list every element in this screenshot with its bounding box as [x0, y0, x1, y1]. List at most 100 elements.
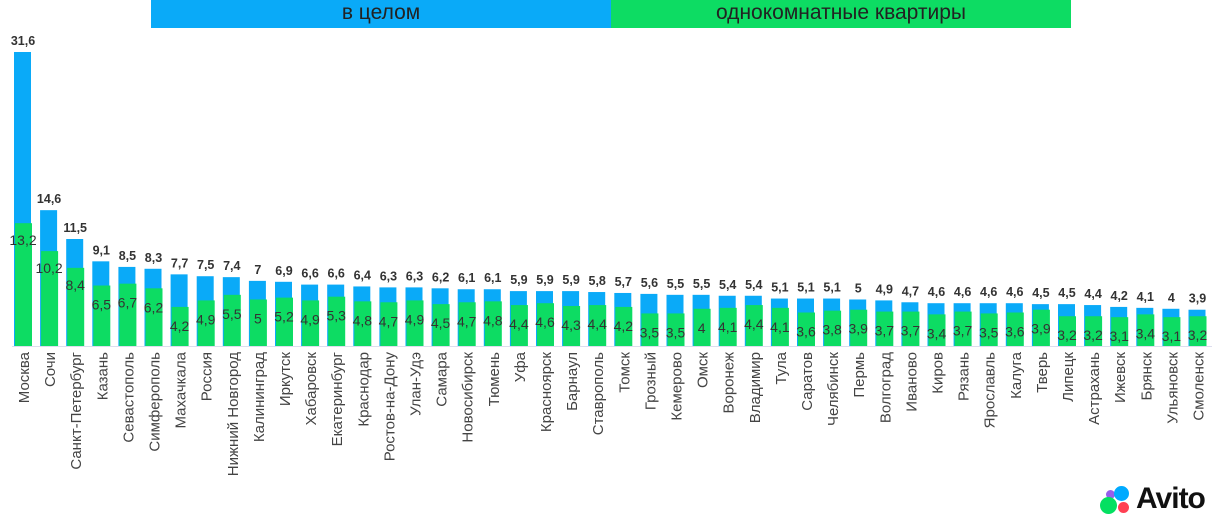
- label-one-room: 3,6: [796, 324, 816, 340]
- label-overall: 4: [1168, 291, 1175, 305]
- category-label: Симферополь: [147, 352, 164, 452]
- label-overall: 8,3: [145, 251, 162, 265]
- category-label: Тула: [773, 351, 790, 384]
- bar-one-room: [1163, 317, 1181, 346]
- label-one-room: 6,5: [92, 297, 112, 313]
- category-label: Нижний Новгород: [225, 352, 242, 476]
- label-overall: 8,5: [119, 249, 136, 263]
- label-overall: 4,5: [1032, 286, 1049, 300]
- category-label: Смоленск: [1191, 352, 1208, 421]
- bar-one-room: [41, 251, 59, 346]
- bar-one-room: [145, 288, 163, 346]
- label-one-room: 3,2: [1083, 327, 1103, 343]
- bar-one-room: [876, 311, 894, 346]
- bar-one-room: [954, 311, 972, 346]
- category-label: Грозный: [642, 352, 659, 410]
- bar-one-room: [693, 308, 711, 346]
- label-one-room: 4,6: [535, 314, 555, 330]
- bar-one-room: [667, 313, 685, 346]
- bar-one-room: [1032, 309, 1050, 346]
- bar-one-room: [406, 300, 424, 346]
- label-one-room: 3,4: [1136, 325, 1156, 341]
- label-overall: 5,5: [667, 277, 684, 291]
- bar-one-room: [119, 283, 137, 346]
- logo-dot-green: [1100, 497, 1117, 514]
- label-overall: 7,7: [171, 256, 188, 270]
- category-label: Москва: [16, 351, 33, 403]
- label-one-room: 5,2: [274, 309, 294, 325]
- category-label: Иркутск: [277, 352, 294, 407]
- category-label: Омск: [695, 352, 712, 388]
- bar-one-room: [328, 296, 346, 346]
- bar-one-room: [824, 310, 842, 346]
- bar-one-room: [615, 306, 633, 346]
- label-overall: 5,9: [536, 273, 553, 287]
- label-one-room: 6,2: [144, 299, 164, 315]
- label-overall: 5,6: [641, 276, 658, 290]
- label-overall: 6,3: [406, 269, 423, 283]
- label-one-room: 4,8: [353, 312, 373, 328]
- bar-one-room: [197, 300, 215, 346]
- label-overall: 7,4: [223, 259, 240, 273]
- label-overall: 5,4: [719, 278, 736, 292]
- avito-logo: Avito: [1100, 482, 1220, 516]
- label-one-room: 4,2: [170, 318, 190, 334]
- bar-one-room: [67, 267, 85, 346]
- label-overall: 6,2: [432, 270, 449, 284]
- legend-one-room: однокомнатные квартиры: [611, 0, 1071, 28]
- label-one-room: 3,7: [901, 323, 921, 339]
- bar-one-room: [380, 302, 398, 346]
- label-one-room: 3,6: [1005, 324, 1025, 340]
- bar-one-room: [1006, 312, 1024, 346]
- logo-text: Avito: [1136, 482, 1206, 515]
- label-overall: 4,6: [980, 285, 997, 299]
- category-label: Санкт-Петербург: [68, 351, 85, 469]
- bar-one-room: [719, 307, 737, 346]
- bar-one-room: [458, 302, 476, 346]
- category-label: Иваново: [903, 352, 920, 412]
- bar-one-room: [93, 285, 111, 346]
- bar-one-room: [223, 294, 241, 346]
- label-overall: 6,9: [275, 264, 292, 278]
- bar-one-room: [302, 300, 320, 346]
- category-label: Улан-Удэ: [408, 352, 425, 416]
- bar-one-room: [850, 309, 868, 346]
- label-one-room: 3,4: [927, 325, 947, 341]
- label-overall: 4,1: [1137, 290, 1154, 304]
- label-overall: 3,9: [1189, 292, 1206, 306]
- label-one-room: 4,1: [770, 319, 790, 335]
- label-overall: 4,9: [876, 282, 893, 296]
- label-one-room: 8,4: [65, 277, 85, 293]
- bar-one-room: [276, 297, 293, 346]
- label-one-room: 3,1: [1162, 328, 1182, 344]
- category-label: Липецк: [1060, 352, 1077, 402]
- category-label: Калуга: [1008, 351, 1025, 398]
- label-overall: 6,1: [458, 271, 475, 285]
- label-overall: 4,4: [1084, 287, 1101, 301]
- bar-one-room: [641, 313, 659, 346]
- category-label: Ульяновск: [1164, 352, 1181, 424]
- label-one-room: 4,9: [196, 311, 216, 327]
- bar-one-room: [249, 299, 267, 346]
- label-one-room: 3,5: [979, 324, 999, 340]
- category-label: Кемерово: [669, 352, 686, 421]
- label-overall: 5: [855, 281, 862, 295]
- bar-one-room: [798, 312, 815, 346]
- label-one-room: 3,5: [640, 324, 660, 340]
- bar-one-room: [589, 305, 607, 346]
- logo-dot-red: [1118, 502, 1129, 513]
- bar-one-room: [1059, 316, 1076, 346]
- bar-one-room: [745, 305, 763, 346]
- bar-one-room: [1085, 316, 1103, 346]
- category-label: Красноярск: [538, 352, 555, 433]
- bar-one-room: [928, 314, 946, 346]
- label-overall: 5,7: [615, 275, 632, 289]
- label-overall: 4,2: [1111, 289, 1128, 303]
- category-label: Ярославль: [982, 352, 999, 428]
- category-label: Калининград: [251, 352, 268, 442]
- label-overall: 4,5: [1058, 286, 1075, 300]
- category-label: Ижевск: [1112, 352, 1129, 403]
- label-overall: 7: [254, 263, 261, 277]
- label-overall: 5,1: [771, 281, 788, 295]
